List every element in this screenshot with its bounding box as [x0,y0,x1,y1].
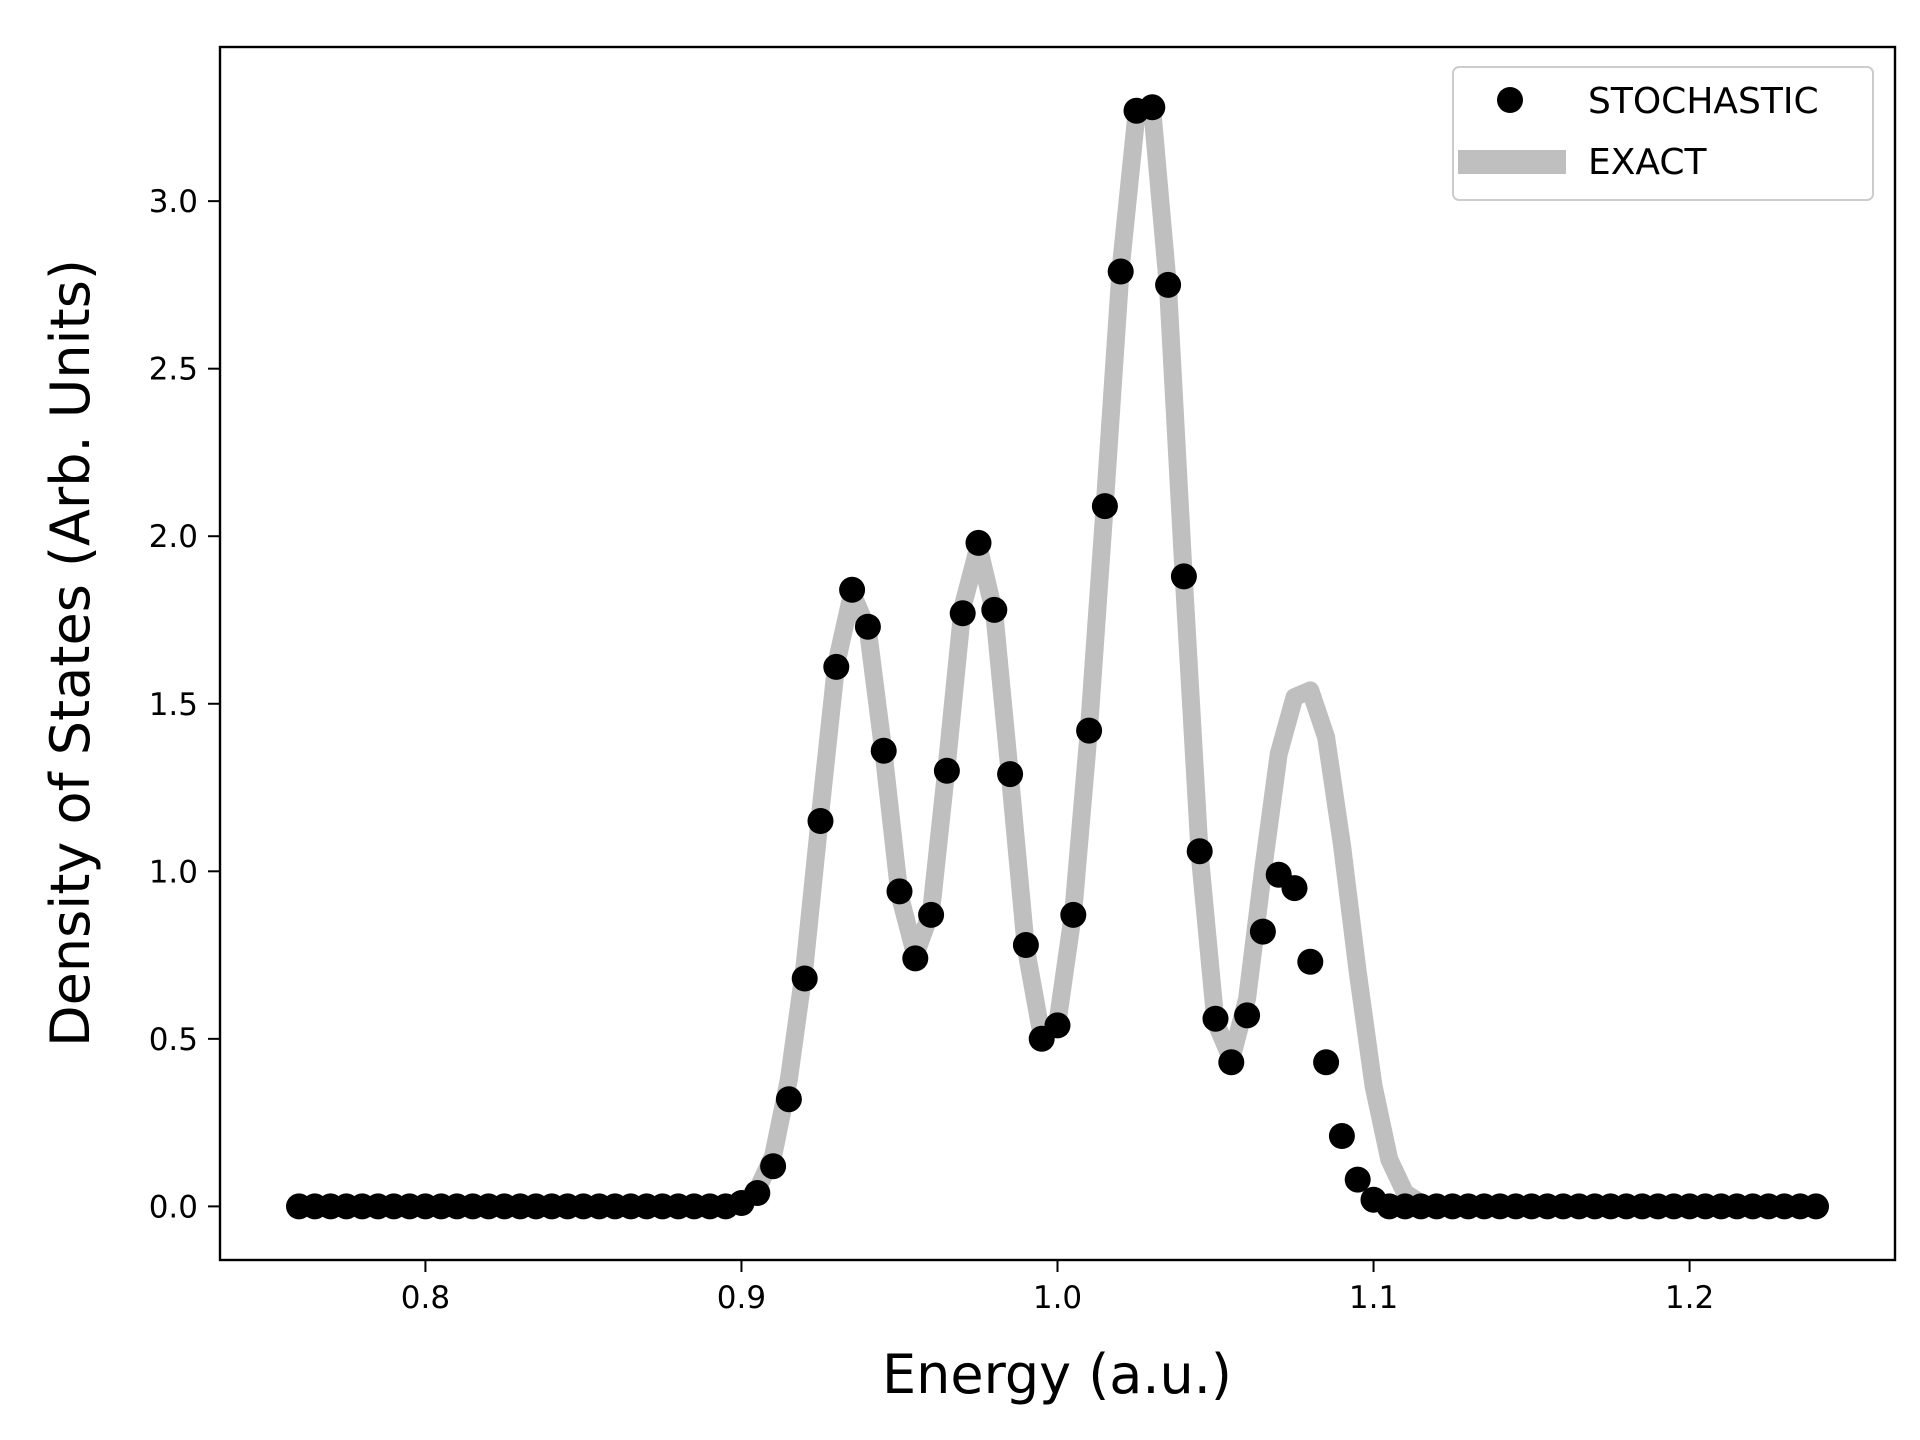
series-stochastic-point [1044,1012,1071,1039]
series-stochastic-point [1297,948,1324,975]
series-stochastic-point [854,613,881,640]
series-stochastic-point [965,529,992,556]
series-stochastic-point [807,808,834,834]
y-tick-label: 2.0 [149,519,198,555]
series-stochastic-point [1139,94,1166,121]
series-stochastic-point [1060,901,1087,928]
series-stochastic-point [791,965,818,992]
legend: STOCHASTIC EXACT [1452,66,1874,201]
y-tick-label: 3.0 [149,184,198,220]
series-stochastic-point [1155,271,1182,298]
series-stochastic-point [886,878,913,905]
series-stochastic-point [1170,563,1197,590]
series-stochastic-point [997,761,1024,788]
axes: 0.8 0.9 1.0 1.1 1.2 0.0 0.5 1.0 1.5 2.0 2.5 3.0 [149,184,1715,1316]
legend-marker-stochastic [1497,87,1523,113]
series-stochastic-point [744,1180,771,1206]
series-stochastic-point [902,945,929,972]
series-stochastic-point [1803,1193,1829,1220]
series-stochastic-point [1234,1002,1261,1029]
series-stochastic-point [760,1153,787,1180]
series-stochastic-point [933,757,960,784]
series-stochastic-point [1012,932,1039,958]
y-tick-label: 0.0 [149,1189,198,1225]
series-stochastic-point [1202,1005,1229,1032]
x-tick-label: 0.9 [717,1280,766,1316]
series-stochastic-point [775,1086,802,1113]
series-stochastic-point [1313,1049,1340,1076]
plot-area [286,94,1829,1220]
series-stochastic-point [823,653,850,680]
series-stochastic-point [918,901,945,928]
y-tick-label: 0.5 [149,1022,198,1058]
y-axis-label: Density of States (Arb. Units) [39,259,102,1047]
x-tick-label: 1.2 [1665,1280,1714,1316]
x-tick-label: 1.1 [1349,1280,1398,1316]
series-stochastic-point [1249,918,1276,945]
series-stochastic-point [1091,493,1118,520]
legend-label-stochastic: STOCHASTIC [1588,81,1819,122]
y-tick-label: 1.5 [149,687,198,723]
y-tick-label: 1.0 [149,854,198,890]
legend-label-exact: EXACT [1588,142,1708,183]
series-stochastic-point [949,600,976,627]
series-stochastic-point [1344,1166,1371,1193]
x-tick-label: 0.8 [401,1280,450,1316]
x-axis-label: Energy (a.u.) [882,1343,1232,1406]
series-stochastic-point [1107,258,1134,285]
series-stochastic-point [1076,717,1103,744]
series-stochastic-point [1328,1123,1355,1149]
x-tick-label: 1.0 [1033,1280,1082,1316]
y-tick-label: 2.5 [149,352,198,388]
series-stochastic-point [870,737,897,764]
series-stochastic-point [1186,838,1213,865]
series-stochastic-point [981,596,1008,623]
series-stochastic-point [1281,875,1308,902]
series-stochastic-point [1218,1049,1245,1076]
series-stochastic-point [839,576,866,603]
